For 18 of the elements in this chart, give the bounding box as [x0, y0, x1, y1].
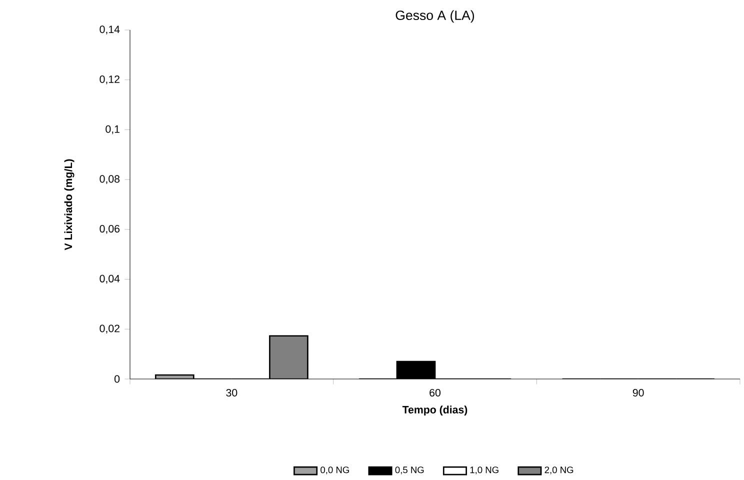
y-tick-label: 0,12: [100, 75, 120, 84]
x-tick-label: 90: [632, 388, 644, 396]
y-tick-label: 0,1: [106, 125, 120, 134]
y-tick-label: 0,06: [100, 224, 120, 234]
y-tick-label: 0,14: [100, 25, 120, 34]
legend-label: 1,0 NG: [470, 466, 498, 474]
y-axis-title: V Lixiviado (mg/L): [64, 159, 74, 250]
legend-label: 0,0 NG: [320, 466, 349, 474]
chart-title: Gesso A (LA): [396, 10, 474, 22]
legend-label: 2,0 NG: [544, 466, 574, 474]
legend-label: 0,5 NG: [395, 466, 424, 474]
x-tick-label: 30: [226, 388, 238, 396]
y-tick-label: 0: [114, 375, 120, 383]
y-tick-label: 0,02: [100, 324, 120, 334]
y-tick-label: 0,08: [100, 174, 120, 184]
x-tick-label: 60: [430, 388, 440, 396]
y-tick-label: 0,04: [100, 274, 120, 284]
x-axis-title: Tempo (dias): [402, 405, 468, 416]
